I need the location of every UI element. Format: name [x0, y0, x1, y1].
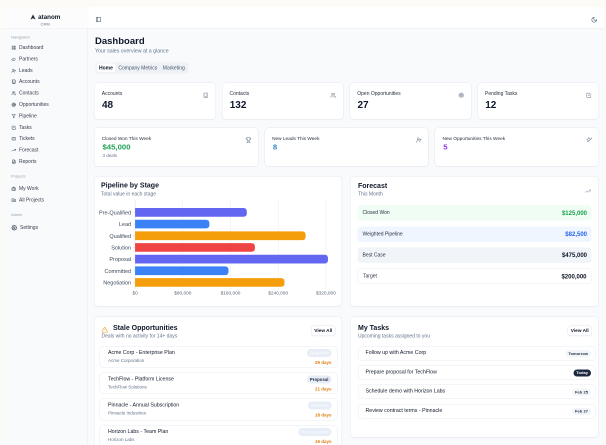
svg-text:Proposal: Proposal — [109, 257, 131, 263]
svg-text:$0: $0 — [132, 291, 138, 297]
svg-text:Solution: Solution — [111, 245, 131, 251]
svg-text:$240,000: $240,000 — [268, 291, 288, 297]
svg-text:Lead: Lead — [119, 222, 131, 228]
svg-text:$320,000: $320,000 — [316, 291, 336, 297]
svg-text:Committed: Committed — [105, 269, 132, 275]
svg-text:Negotiation: Negotiation — [103, 280, 131, 286]
svg-text:Pre-Qualified: Pre-Qualified — [99, 210, 131, 216]
svg-text:$160,000: $160,000 — [221, 291, 241, 297]
svg-text:$80,000: $80,000 — [174, 291, 192, 297]
svg-text:Qualified: Qualified — [109, 234, 131, 240]
